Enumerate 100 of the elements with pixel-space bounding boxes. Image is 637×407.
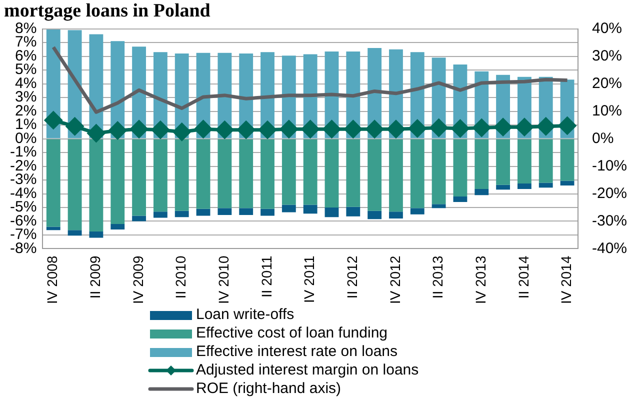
bar: [260, 139, 274, 209]
bar: [110, 139, 125, 224]
bar: [432, 139, 446, 204]
bar: [303, 139, 318, 205]
point: [558, 116, 576, 134]
x-tick-label: IV 2012: [386, 256, 403, 304]
y2-tick-label: -20%: [592, 184, 628, 202]
bar: [389, 139, 403, 212]
bar: [474, 139, 489, 189]
bar: [538, 139, 553, 183]
bar: [110, 224, 125, 230]
point: [366, 120, 384, 138]
point: [108, 122, 126, 140]
bar: [196, 139, 210, 209]
bar: [282, 139, 296, 205]
x-tick-label: II 2011: [258, 256, 274, 298]
point: [258, 121, 276, 139]
bar: [496, 139, 510, 185]
bar: [538, 182, 553, 188]
bar: [174, 210, 189, 218]
point: [322, 120, 340, 138]
bar: [346, 139, 360, 207]
bar: [89, 139, 104, 232]
bar: [68, 230, 82, 236]
bar: [282, 204, 296, 212]
bar: [303, 204, 318, 214]
x-tick-label: II 2010: [172, 256, 189, 299]
point: [408, 120, 426, 138]
bar: [239, 139, 254, 208]
legend-label: Adjusted interest margin on loans: [196, 362, 419, 379]
point: [302, 120, 320, 138]
point: [44, 111, 62, 129]
bar: [389, 212, 403, 218]
legend-label: ROE (right-hand axis): [196, 380, 342, 398]
bar: [560, 139, 574, 181]
bar: [89, 232, 104, 238]
x-tick-label: IV 2014: [558, 256, 574, 304]
point: [130, 120, 148, 138]
point: [344, 120, 362, 138]
bar: [474, 188, 489, 196]
bar: [132, 139, 146, 216]
legend-label: Effective interest rate on loans: [196, 343, 398, 360]
point: [472, 119, 490, 137]
bar: [46, 226, 60, 230]
point: [66, 118, 84, 136]
x-tick-label: II 2013: [430, 256, 446, 299]
point: [173, 123, 191, 141]
bar: [324, 208, 339, 218]
bar: [260, 208, 274, 216]
point: [280, 120, 298, 138]
y2-tick-label: -10%: [592, 157, 628, 174]
point: [537, 118, 555, 136]
bar: [410, 208, 424, 214]
point: [152, 121, 170, 139]
point: [516, 118, 534, 136]
x-tick-label: IV 2008: [44, 256, 60, 304]
bar: [346, 206, 360, 216]
y2-tick-label: 30%: [592, 47, 622, 64]
bar: [68, 139, 82, 230]
point: [430, 119, 448, 137]
point: [494, 118, 512, 136]
bar: [174, 139, 189, 211]
point: [387, 120, 405, 138]
bar: [560, 180, 574, 186]
y2-tick-label: 0%: [592, 130, 614, 147]
bar: [453, 196, 468, 202]
x-tick-label: IV 2013: [472, 256, 488, 304]
bar: [46, 139, 60, 227]
bar: [324, 139, 339, 208]
chart-title: mortgage loans in Poland: [4, 0, 211, 22]
bar: [496, 184, 510, 190]
y2-tick-label: 10%: [592, 102, 622, 120]
legend-label: Loan write-offs: [196, 306, 294, 324]
x-tick-label: IV 2011: [301, 256, 318, 303]
point: [451, 120, 469, 138]
x-tick-label: II 2009: [87, 256, 104, 299]
point: [194, 120, 212, 138]
bar: [517, 183, 532, 189]
x-tick-label: IV 2009: [130, 256, 146, 304]
x-tick-label: IV 2010: [216, 256, 232, 304]
bar: [453, 139, 468, 197]
bar: [218, 208, 232, 216]
x-tick-label: II 2014: [515, 256, 532, 299]
y2-tick-label: -40%: [592, 240, 628, 257]
x-tick-label: II 2012: [344, 256, 360, 299]
legend-label: Effective cost of loan funding: [196, 324, 388, 342]
bar: [218, 139, 232, 208]
bar: [153, 212, 168, 218]
point: [237, 121, 255, 139]
y2-tick-label: -30%: [592, 212, 628, 230]
bar: [132, 216, 146, 222]
bar: [368, 210, 382, 220]
bar: [517, 139, 532, 184]
bar: [239, 208, 254, 216]
point: [87, 124, 105, 142]
bar: [196, 208, 210, 216]
y2-tick-label: 20%: [592, 74, 622, 92]
bar: [153, 139, 168, 212]
bar: [368, 139, 382, 211]
y2-tick-label: 40%: [592, 20, 622, 37]
